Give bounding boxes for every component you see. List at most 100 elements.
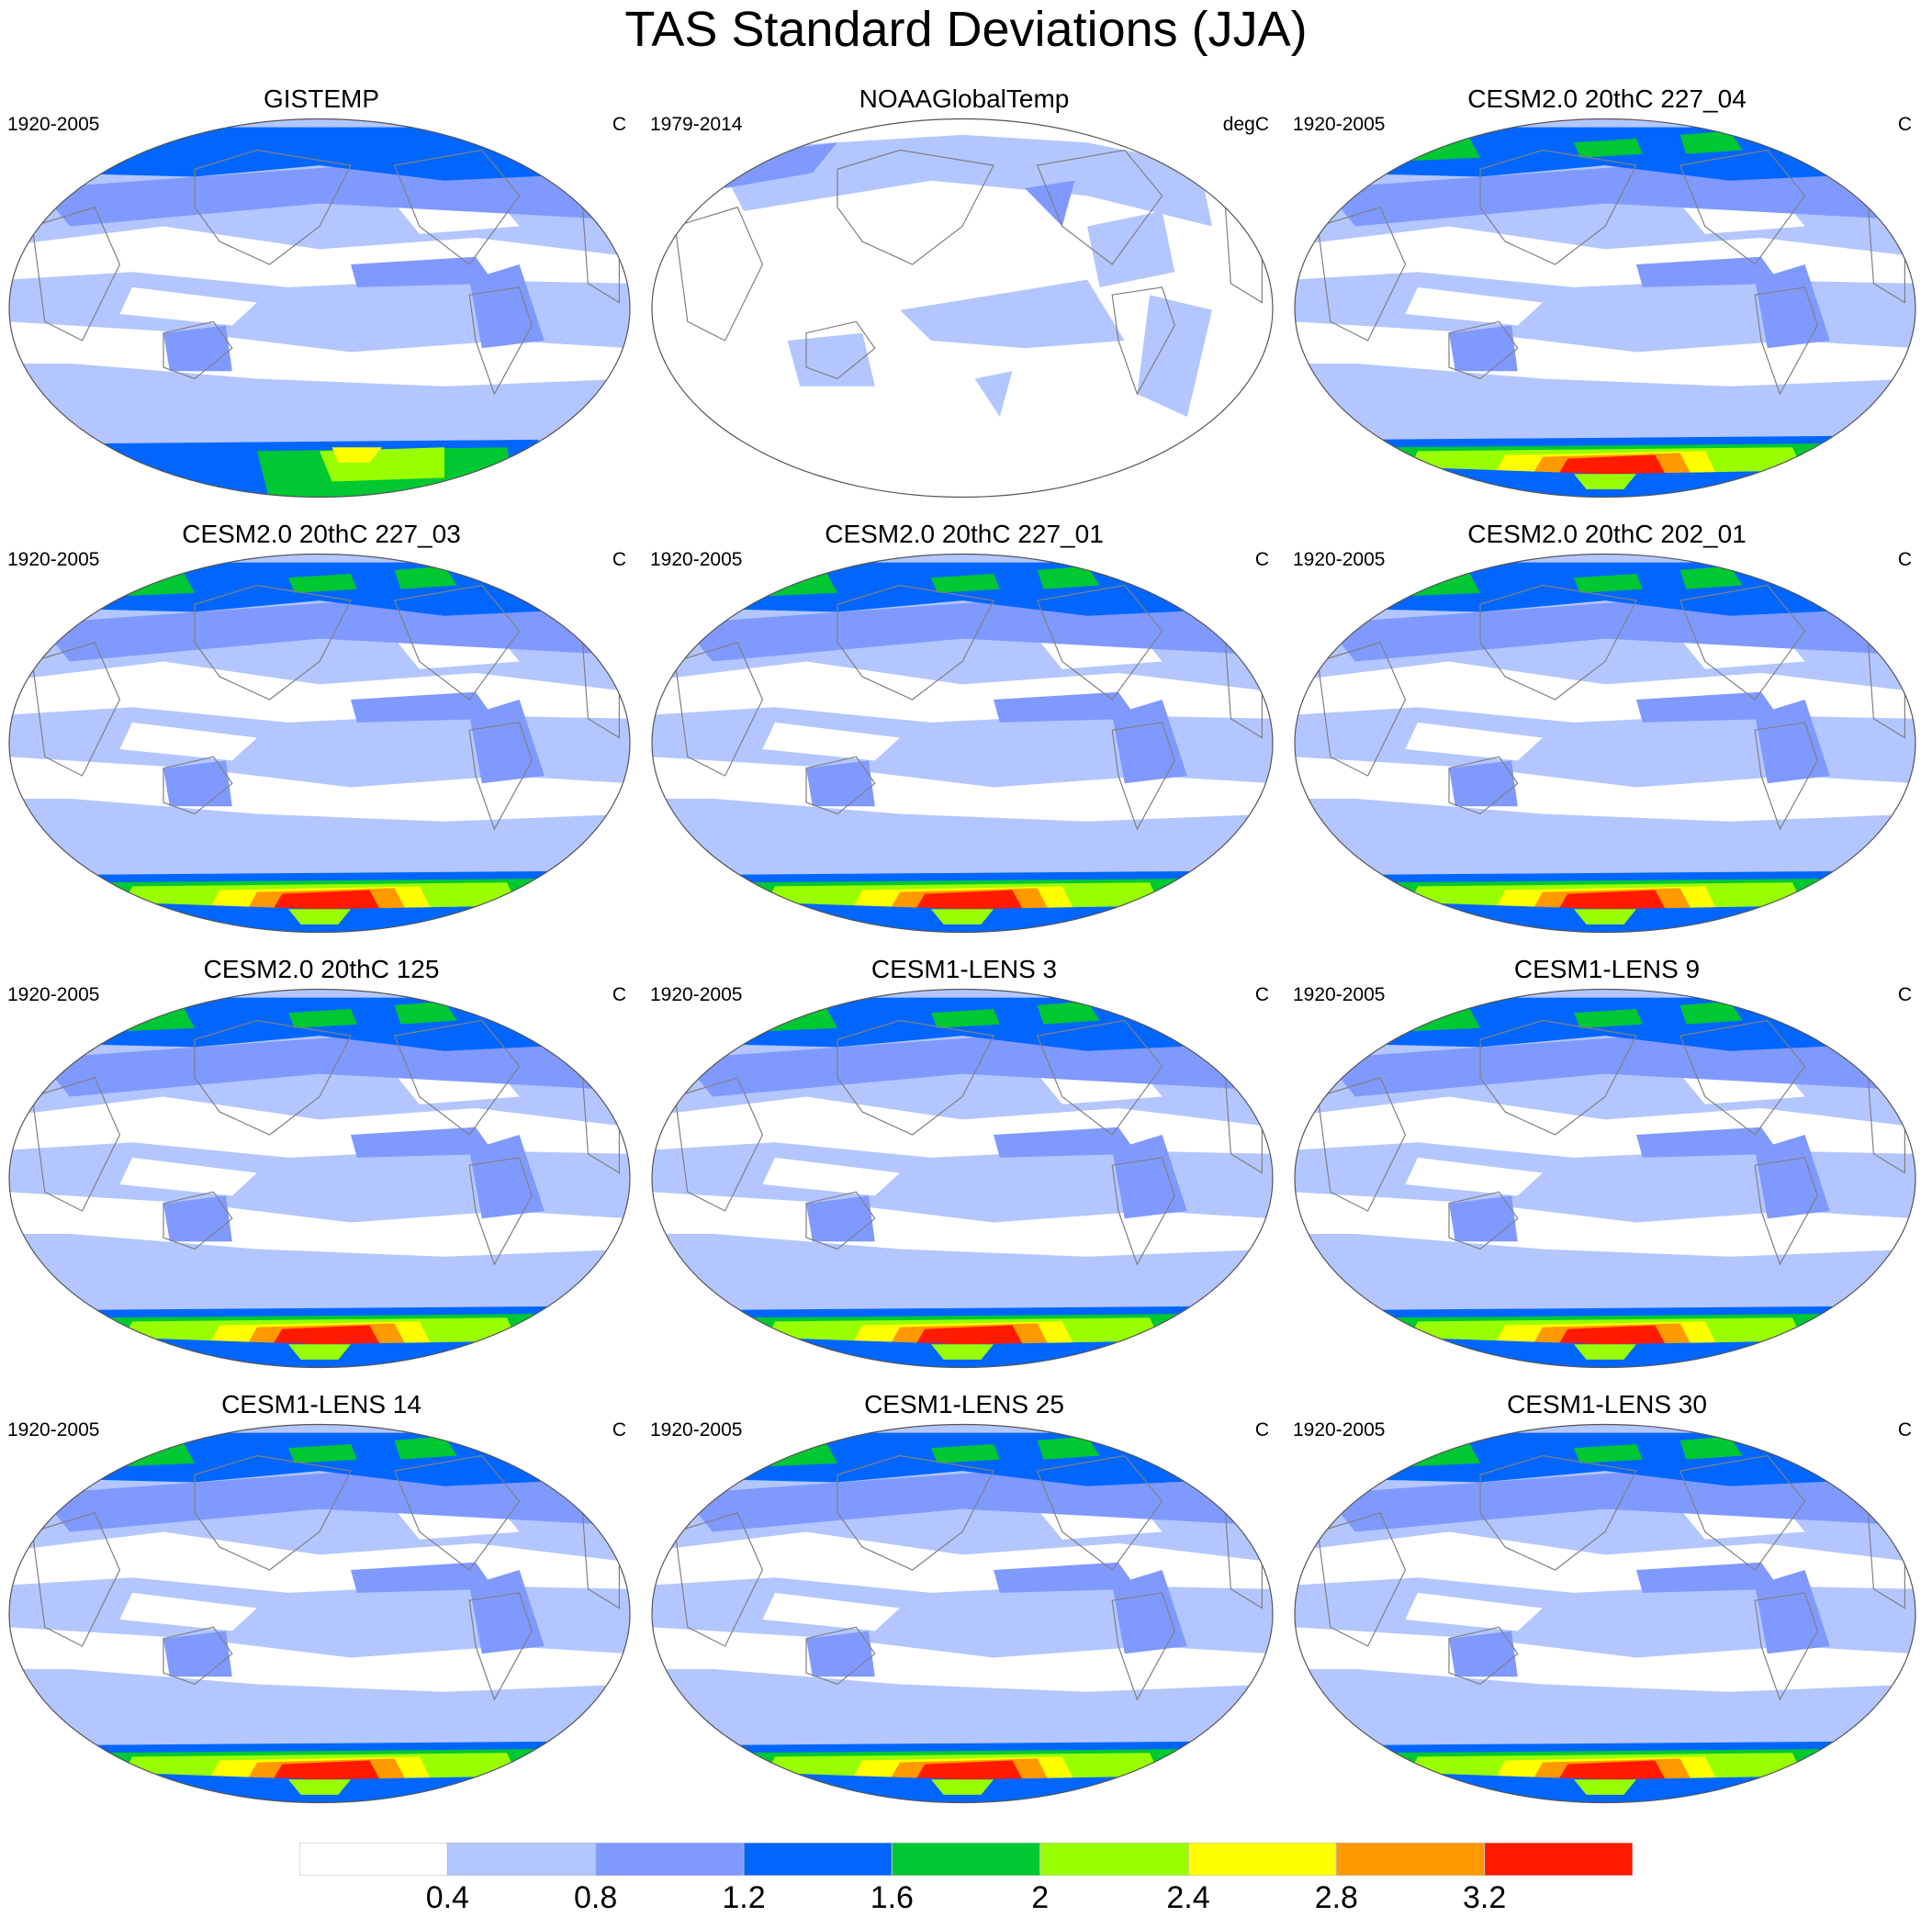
map-panel: CESM1-LENS 9 1920-2005 C <box>1286 955 1928 1377</box>
map-outline <box>651 1423 1274 1804</box>
coastline <box>1036 1019 1163 1136</box>
anomaly-region <box>994 691 1138 723</box>
coastline <box>1754 1157 1818 1266</box>
low-variability-region <box>762 1592 900 1631</box>
coastline <box>837 1019 994 1136</box>
coastline <box>468 1157 533 1266</box>
panel-title: CESM1-LENS 25 <box>864 1390 1064 1418</box>
low-variability-region <box>1405 1157 1543 1196</box>
map-outline <box>651 118 1274 499</box>
panel-title: CESM1-LENS 3 <box>871 955 1058 983</box>
map-outline <box>1294 988 1916 1369</box>
world-map <box>651 988 1274 1369</box>
colorbar-segment <box>743 1843 893 1876</box>
coastline <box>163 320 233 380</box>
anomaly-region <box>1037 566 1100 589</box>
world-map <box>651 553 1274 934</box>
colorbar-tick-label: 2.8 <box>1314 1880 1358 1915</box>
coastline <box>1479 1454 1637 1571</box>
coastline <box>1448 320 1519 380</box>
world-map <box>1294 118 1916 499</box>
map-panel: CESM2.0 20thC 125 1920-2005 C <box>0 955 643 1377</box>
map-panel: GISTEMP 1920-2005 C <box>0 84 643 507</box>
panel-period: 1920-2005 <box>1293 1419 1386 1441</box>
anomaly-region <box>351 256 495 287</box>
coastline <box>1479 149 1637 265</box>
figure-title: TAS Standard Deviations (JJA) <box>624 2 1308 57</box>
anomaly-region <box>1025 180 1075 227</box>
coastline <box>163 756 233 815</box>
anomaly-region <box>288 574 357 593</box>
map-panel: CESM2.0 20thC 227_01 1920-2005 C <box>643 520 1286 942</box>
low-variability-region <box>119 1157 257 1196</box>
low-variability-region <box>119 1592 257 1631</box>
map-outline <box>8 1423 631 1804</box>
map-outline <box>8 553 631 934</box>
coastline <box>31 207 121 342</box>
panel-period: 1920-2005 <box>1293 984 1386 1005</box>
anomaly-region <box>469 264 545 349</box>
coastline <box>1036 1454 1163 1571</box>
coastline <box>837 1454 994 1571</box>
map-panel: CESM1-LENS 30 1920-2005 C <box>1286 1390 1928 1812</box>
anomaly-region <box>1574 139 1643 158</box>
anomaly-region <box>1112 700 1187 784</box>
coastline <box>1679 1019 1806 1136</box>
map-panel: CESM2.0 20thC 202_01 1920-2005 C <box>1286 520 1928 942</box>
anomaly-region <box>163 760 232 807</box>
panel-units: C <box>612 114 626 135</box>
colorbar-tick-label: 2 <box>1031 1880 1050 1915</box>
coastline <box>393 149 521 265</box>
colorbar-segment <box>1187 1843 1337 1876</box>
coastline <box>1679 149 1806 265</box>
anomaly-region <box>1449 325 1518 372</box>
coastline <box>1479 1019 1637 1136</box>
panel-title: CESM2.0 20thC 202_01 <box>1467 520 1747 548</box>
anomaly-region <box>1755 700 1830 784</box>
coastline <box>1679 1454 1806 1571</box>
world-map <box>8 988 631 1369</box>
world-map <box>1294 1423 1916 1804</box>
anomaly-region <box>994 1562 1138 1593</box>
coastline <box>1317 1077 1407 1212</box>
anomaly-region <box>351 691 495 723</box>
coastline <box>1036 584 1163 701</box>
low-variability-region <box>1405 1592 1543 1631</box>
panel-title: CESM2.0 20thC 227_03 <box>182 520 461 548</box>
anomaly-region <box>900 279 1125 349</box>
coastline <box>1036 149 1163 265</box>
panel-period: 1920-2005 <box>650 1419 743 1441</box>
coastline <box>674 207 764 342</box>
anomaly-region <box>806 760 875 807</box>
coastline <box>1111 722 1175 831</box>
coastline <box>674 1077 764 1212</box>
low-variability-region <box>119 286 257 326</box>
coastline <box>674 642 764 777</box>
low-variability-region <box>762 722 900 761</box>
anomaly-region <box>288 1009 357 1028</box>
world-map <box>8 1423 631 1804</box>
coastline <box>393 584 521 701</box>
anomaly-region <box>163 1195 232 1242</box>
panel-units: C <box>1897 114 1912 135</box>
coastline <box>163 1626 233 1686</box>
world-map <box>1294 553 1916 934</box>
anomaly-region <box>1087 210 1175 287</box>
anomaly-region <box>931 574 1000 593</box>
panel-units: C <box>1897 549 1912 570</box>
panel-title: GISTEMP <box>263 84 379 113</box>
panel-units: C <box>612 1419 626 1441</box>
panel-period: 1920-2005 <box>1293 114 1386 135</box>
panel-title: NOAAGlobalTemp <box>859 84 1070 113</box>
world-map <box>8 118 631 499</box>
coastline <box>805 320 876 380</box>
low-variability-region <box>1405 722 1543 761</box>
panel-period: 1920-2005 <box>7 984 100 1005</box>
anomaly-region <box>1636 1127 1780 1158</box>
coastline <box>393 1019 521 1136</box>
colorbar-segment <box>299 1843 448 1876</box>
anomaly-region <box>1112 1570 1187 1654</box>
antarctic-band <box>1574 1344 1636 1360</box>
antarctic-band <box>931 1344 994 1360</box>
coastline <box>1111 1592 1175 1701</box>
